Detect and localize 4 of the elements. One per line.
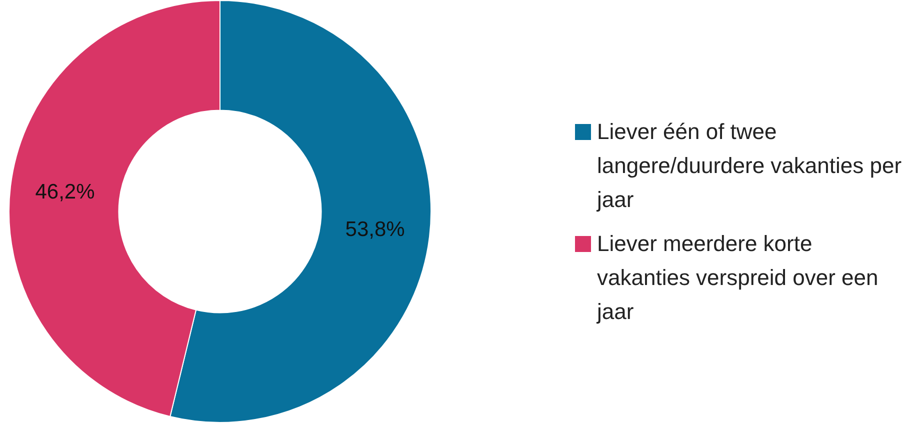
- legend-label: Liever één of twee langere/duurdere vakanties per jaar: [597, 118, 903, 214]
- legend-label: Liever meerdere korte vakanties verspreid over een jaar: [597, 230, 880, 326]
- data-label: 46,2%: [35, 180, 95, 204]
- data-label: 53,8%: [345, 218, 405, 241]
